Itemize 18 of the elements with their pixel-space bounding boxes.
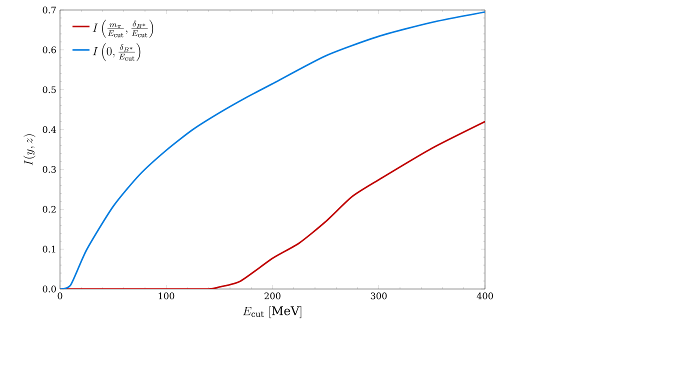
y-tick-label: 0.7 — [42, 6, 56, 14]
y-tick-label: 0.2 — [42, 206, 56, 213]
y-tick-label: 0.1 — [42, 246, 56, 253]
legend-label: $I\left(0,\frac{\delta_{B^*}}{E_{\rm cut}}\right)$ — [92, 43, 140, 62]
y-axis-title: $I(y,z)$ — [23, 134, 36, 166]
x-tick-label: 300 — [370, 292, 387, 300]
y-tick-label: 0.4 — [42, 126, 56, 133]
x-tick-label: 0 — [58, 292, 62, 300]
y-tick-label: 0.5 — [42, 86, 56, 94]
x-tick-label: 100 — [158, 292, 174, 300]
y-tick-label: 0.3 — [42, 166, 56, 173]
legend-label: $I\left(\frac{m_\pi}{E_{\rm cut}},\frac{\delta_{B^*}}{E_{\rm cut}}\right)$ — [92, 20, 154, 38]
x-tick-label: 400 — [476, 292, 493, 300]
x-axis-title: $E_{\rm cut}\ [\mathrm{MeV}]$ — [242, 306, 302, 318]
y-tick-label: 0.0 — [42, 286, 56, 292]
y-tick-label: 0.6 — [42, 46, 56, 54]
line-series — [60, 11, 486, 289]
x-tick-label: 200 — [264, 292, 280, 300]
